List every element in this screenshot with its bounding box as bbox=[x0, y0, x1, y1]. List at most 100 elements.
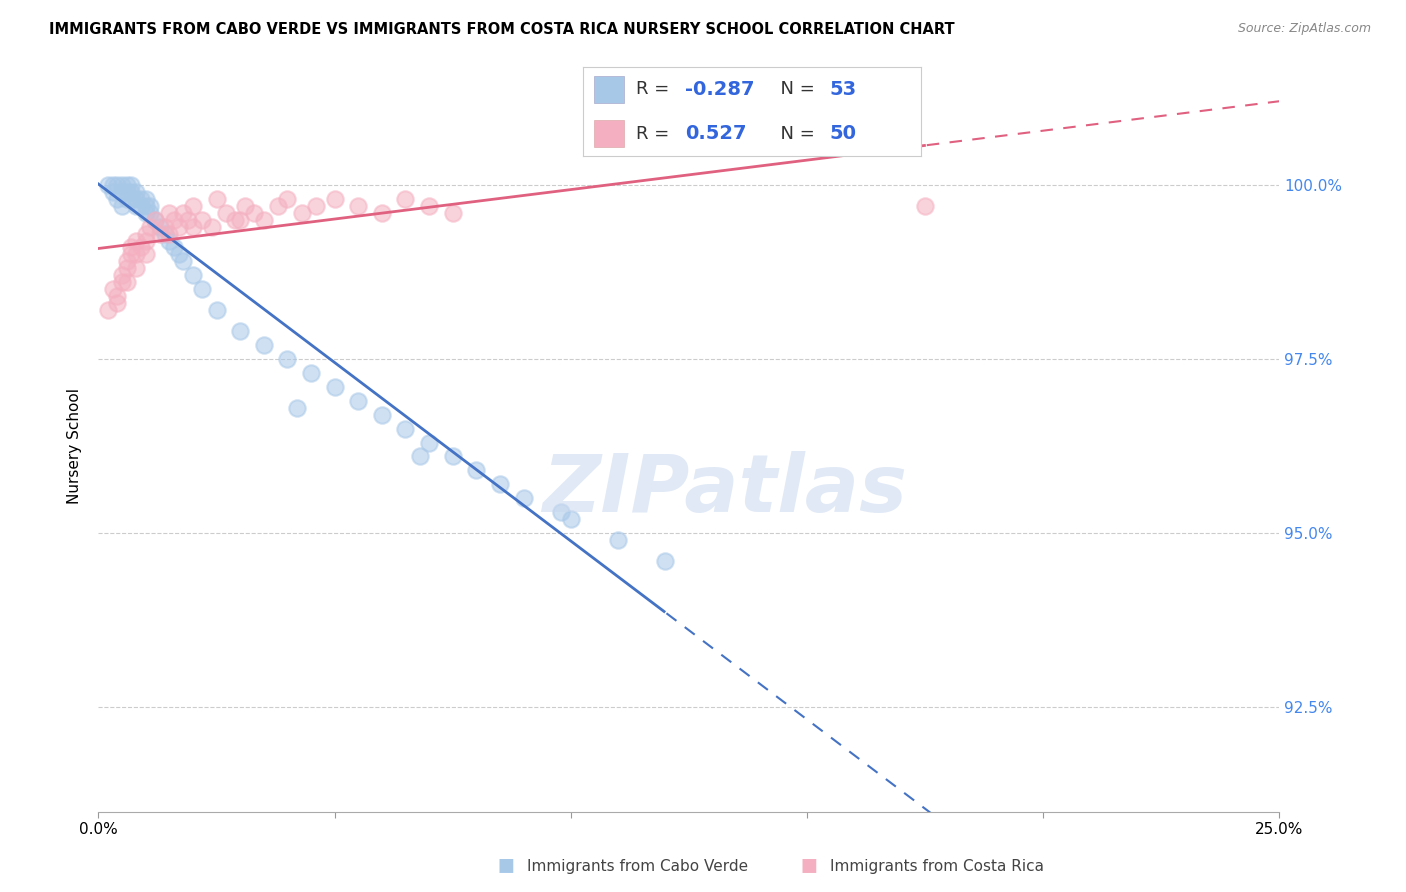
Point bbox=[418, 199, 440, 213]
Point bbox=[115, 178, 138, 192]
Point bbox=[181, 219, 204, 234]
Point bbox=[394, 192, 416, 206]
Point bbox=[512, 491, 534, 506]
Point bbox=[394, 421, 416, 435]
Point bbox=[205, 303, 228, 318]
Point bbox=[441, 450, 464, 464]
Point bbox=[177, 212, 200, 227]
Text: Immigrants from Cabo Verde: Immigrants from Cabo Verde bbox=[527, 860, 748, 874]
Text: N =: N = bbox=[769, 80, 821, 98]
Point bbox=[111, 178, 134, 192]
Point bbox=[167, 247, 190, 261]
Point bbox=[129, 240, 152, 254]
Point bbox=[167, 219, 190, 234]
Point bbox=[135, 205, 157, 219]
Point bbox=[224, 212, 246, 227]
Text: 0.527: 0.527 bbox=[685, 124, 747, 144]
Point bbox=[276, 192, 298, 206]
Point bbox=[253, 338, 276, 352]
Point bbox=[205, 192, 228, 206]
Bar bbox=[593, 76, 624, 103]
Point bbox=[914, 199, 936, 213]
Point bbox=[181, 199, 204, 213]
Point bbox=[149, 227, 172, 241]
Point bbox=[229, 324, 252, 338]
Point bbox=[135, 247, 157, 261]
Point bbox=[143, 212, 166, 227]
Point bbox=[347, 199, 370, 213]
Point bbox=[125, 185, 148, 199]
Text: Immigrants from Costa Rica: Immigrants from Costa Rica bbox=[830, 860, 1043, 874]
Point bbox=[215, 205, 238, 219]
Point bbox=[105, 192, 128, 206]
Point bbox=[129, 192, 152, 206]
Text: ▪: ▪ bbox=[496, 850, 516, 879]
Point bbox=[163, 240, 186, 254]
Point bbox=[115, 192, 138, 206]
Point bbox=[418, 435, 440, 450]
Point bbox=[139, 205, 162, 219]
Point bbox=[135, 192, 157, 206]
Point bbox=[465, 463, 488, 477]
Point bbox=[201, 219, 224, 234]
Point bbox=[143, 212, 166, 227]
Point bbox=[101, 178, 124, 192]
Point bbox=[125, 199, 148, 213]
Point bbox=[139, 199, 162, 213]
Point bbox=[229, 212, 252, 227]
Point bbox=[139, 219, 162, 234]
Point bbox=[172, 254, 194, 268]
Point bbox=[267, 199, 290, 213]
Point bbox=[371, 408, 394, 422]
Point bbox=[105, 289, 128, 303]
Point bbox=[101, 282, 124, 296]
Bar bbox=[593, 120, 624, 147]
Point bbox=[115, 261, 138, 276]
Point bbox=[135, 234, 157, 248]
Point bbox=[172, 205, 194, 219]
Point bbox=[121, 192, 143, 206]
Text: 53: 53 bbox=[830, 79, 856, 99]
Point bbox=[347, 393, 370, 408]
Point bbox=[323, 380, 346, 394]
Point bbox=[489, 477, 512, 491]
Point bbox=[111, 275, 134, 289]
Point bbox=[299, 366, 322, 380]
Point bbox=[157, 205, 180, 219]
Point bbox=[191, 212, 214, 227]
Point bbox=[285, 401, 308, 415]
Point bbox=[243, 205, 266, 219]
Point bbox=[157, 234, 180, 248]
Point bbox=[125, 234, 148, 248]
Point bbox=[125, 247, 148, 261]
Point bbox=[105, 178, 128, 192]
Point bbox=[149, 219, 172, 234]
Text: ZIPatlas: ZIPatlas bbox=[541, 450, 907, 529]
Point bbox=[135, 227, 157, 241]
Text: ▪: ▪ bbox=[799, 850, 818, 879]
Point bbox=[276, 351, 298, 366]
Point bbox=[607, 533, 630, 547]
Text: N =: N = bbox=[769, 125, 821, 143]
Point bbox=[560, 512, 582, 526]
Point bbox=[105, 296, 128, 310]
Text: R =: R = bbox=[636, 80, 675, 98]
Point bbox=[129, 199, 152, 213]
Text: IMMIGRANTS FROM CABO VERDE VS IMMIGRANTS FROM COSTA RICA NURSERY SCHOOL CORRELAT: IMMIGRANTS FROM CABO VERDE VS IMMIGRANTS… bbox=[49, 22, 955, 37]
Point bbox=[111, 185, 134, 199]
Text: 50: 50 bbox=[830, 124, 856, 144]
Point bbox=[233, 199, 256, 213]
Point bbox=[115, 185, 138, 199]
Point bbox=[290, 205, 312, 219]
Point bbox=[121, 185, 143, 199]
Point bbox=[153, 227, 176, 241]
Point bbox=[371, 205, 394, 219]
Point bbox=[121, 247, 143, 261]
Point bbox=[135, 199, 157, 213]
Text: Source: ZipAtlas.com: Source: ZipAtlas.com bbox=[1237, 22, 1371, 36]
Point bbox=[101, 185, 124, 199]
Point bbox=[115, 254, 138, 268]
Point bbox=[441, 205, 464, 219]
Point bbox=[323, 192, 346, 206]
Y-axis label: Nursery School: Nursery School bbox=[67, 388, 83, 504]
